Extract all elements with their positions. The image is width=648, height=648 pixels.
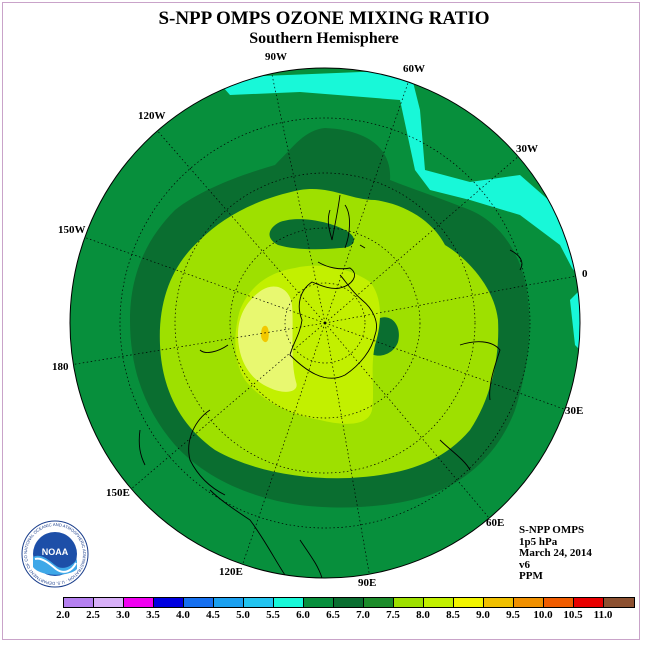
legend-tick-label: 7.5 xyxy=(386,609,400,621)
legend-tick-label: 4.5 xyxy=(206,609,220,621)
coastlines xyxy=(138,194,523,578)
legend-swatch xyxy=(454,598,484,607)
lon-label-120e: 120E xyxy=(219,566,243,578)
lon-label-30w: 30W xyxy=(516,143,538,155)
legend-swatch xyxy=(334,598,364,607)
legend-tick-label: 9.0 xyxy=(476,609,490,621)
legend-tick-label: 10.0 xyxy=(533,609,553,621)
lon-label-180: 180 xyxy=(52,361,69,373)
noaa-logo: NATIONAL OCEANIC AND ATMOSPHERIC ADMINIS… xyxy=(20,519,89,588)
legend-tick-label: 2.0 xyxy=(56,609,70,621)
color-legend xyxy=(63,597,635,608)
legend-tick-label: 2.5 xyxy=(86,609,100,621)
logo-text: NOAA xyxy=(42,547,69,557)
map-subtitle: Southern Hemisphere xyxy=(249,30,399,47)
legend-swatch xyxy=(484,598,514,607)
legend-tick-label: 7.0 xyxy=(356,609,370,621)
lon-label-90e: 90E xyxy=(358,577,377,589)
legend-swatch xyxy=(154,598,184,607)
legend-tick-label: 10.5 xyxy=(563,609,583,621)
legend-tick-label: 11.0 xyxy=(593,609,613,621)
legend-tick-label: 8.5 xyxy=(446,609,460,621)
legend-swatch xyxy=(394,598,424,607)
lon-label-150e: 150E xyxy=(106,487,130,499)
info-instrument: S-NPP OMPS xyxy=(519,524,585,536)
legend-swatch xyxy=(544,598,574,607)
info-level: 1p5 hPa xyxy=(519,535,558,548)
legend-swatch xyxy=(64,598,94,607)
legend-tick-label: 3.5 xyxy=(146,609,160,621)
legend-tick-label: 5.5 xyxy=(266,609,280,621)
info-version: v6 xyxy=(519,558,530,571)
legend-swatch xyxy=(274,598,304,607)
lon-label-0: 0 xyxy=(582,268,588,280)
legend-tick-label: 9.5 xyxy=(506,609,520,621)
info-date: March 24, 2014 xyxy=(519,547,592,559)
lon-label-150w: 150W xyxy=(58,224,86,236)
lon-label-120w: 120W xyxy=(138,110,166,122)
map-boundary xyxy=(69,67,581,579)
band-8-5-spot xyxy=(261,325,269,343)
map-frame xyxy=(2,2,640,640)
legend-swatch xyxy=(214,598,244,607)
legend-tick-label: 5.0 xyxy=(236,609,250,621)
legend-tick-label: 6.5 xyxy=(326,609,340,621)
legend-swatch xyxy=(184,598,214,607)
lon-label-30e: 30E xyxy=(565,405,584,417)
info-block: S-NPP OMPS 1p5 hPa March 24, 2014 v6 PPM xyxy=(519,524,592,583)
legend-swatch xyxy=(514,598,544,607)
band-6-5-island-a xyxy=(269,219,355,250)
legend-swatch xyxy=(424,598,454,607)
legend-tick-label: 6.0 xyxy=(296,609,310,621)
legend-swatch xyxy=(604,598,634,607)
graticule xyxy=(70,69,580,578)
legend-swatch xyxy=(244,598,274,607)
lon-label-90w: 90W xyxy=(265,51,287,63)
legend-swatch xyxy=(94,598,124,607)
lon-label-60e: 60E xyxy=(486,517,505,529)
legend-swatch xyxy=(304,598,334,607)
map-title: S-NPP OMPS OZONE MIXING RATIO xyxy=(158,8,490,29)
lon-label-60w: 60W xyxy=(403,63,425,75)
legend-tick-label: 8.0 xyxy=(416,609,430,621)
legend-swatch xyxy=(364,598,394,607)
legend-tick-label: 3.0 xyxy=(116,609,130,621)
info-units: PPM xyxy=(519,570,543,582)
legend-swatch xyxy=(574,598,604,607)
legend-swatch xyxy=(124,598,154,607)
legend-tick-label: 4.0 xyxy=(176,609,190,621)
